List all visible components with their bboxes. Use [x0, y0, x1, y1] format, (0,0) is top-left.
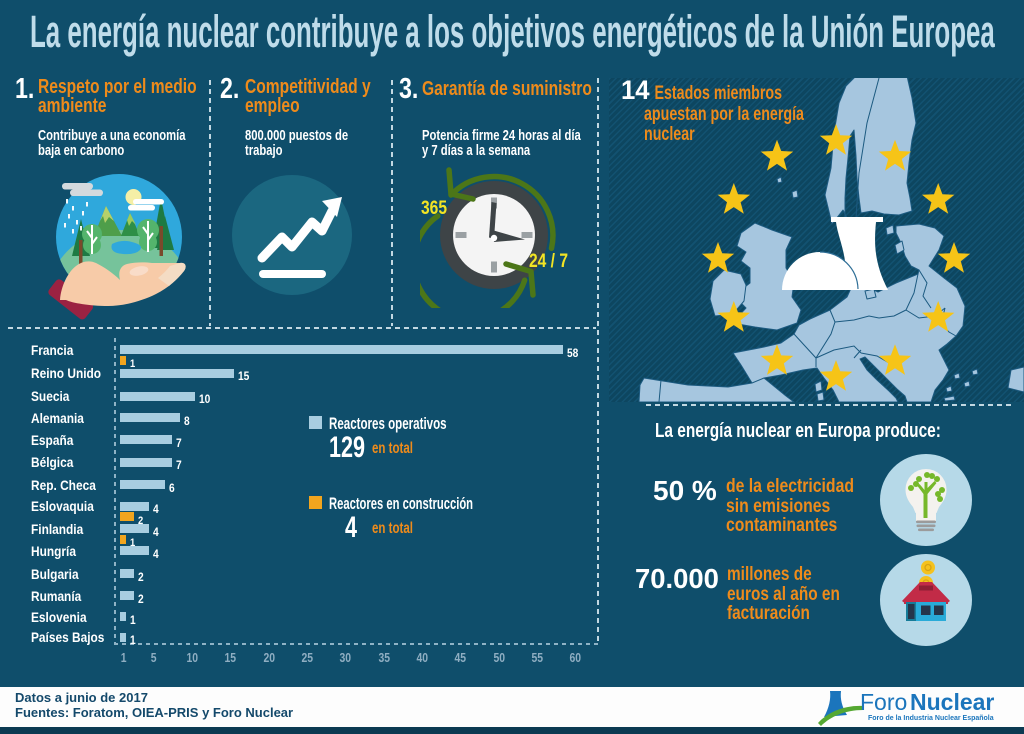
- svg-text:Foro: Foro: [860, 689, 907, 715]
- svg-text:Nuclear: Nuclear: [910, 689, 994, 715]
- svg-text:Foro de la Industria Nuclear E: Foro de la Industria Nuclear Española: [868, 715, 994, 722]
